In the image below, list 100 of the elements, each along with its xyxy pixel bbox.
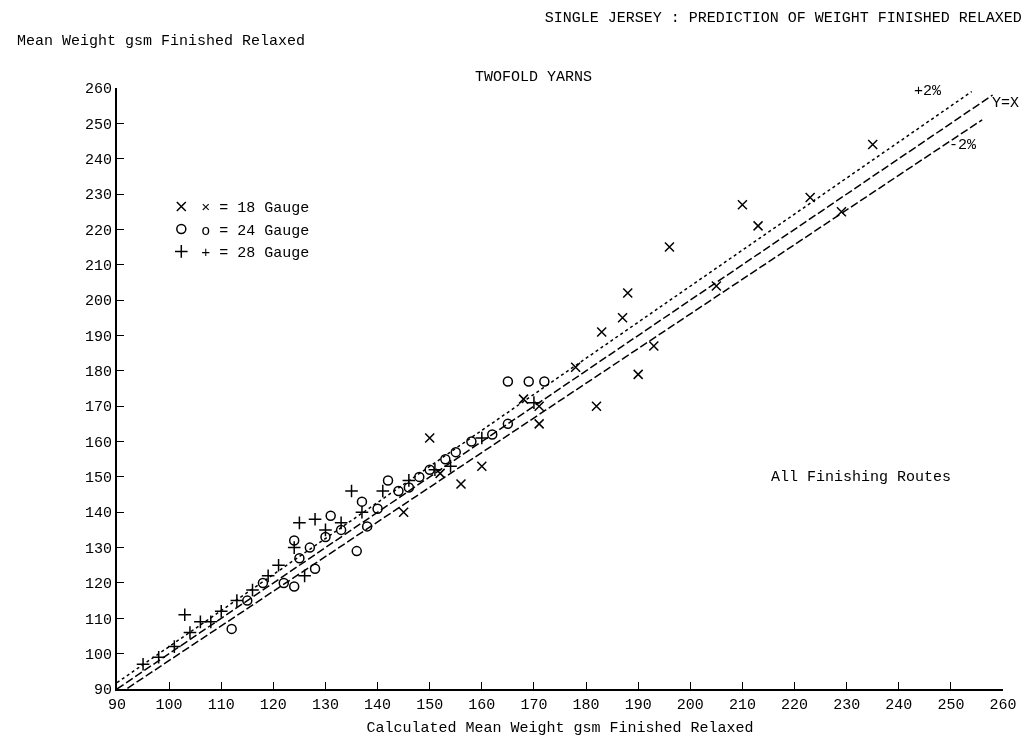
y-tick-label: 190: [84, 328, 112, 346]
x-tick-label: 160: [468, 697, 496, 714]
y-tick-label: 260: [84, 81, 112, 99]
point: [591, 400, 602, 412]
point: [288, 535, 300, 546]
point: [474, 430, 489, 446]
point: [382, 475, 394, 486]
point: [398, 506, 409, 518]
x-tick-label: 170: [520, 697, 548, 714]
point: [804, 192, 816, 203]
point: [466, 436, 477, 447]
x-tick-label: 210: [728, 697, 756, 714]
point: [287, 540, 302, 555]
point: [309, 563, 321, 575]
x-tick-label: 200: [676, 697, 704, 714]
point: [308, 512, 323, 527]
y-tick-label: 230: [84, 187, 112, 205]
x-tick-label: 110: [207, 697, 235, 714]
point: [278, 577, 290, 589]
y-tick-label: 170: [84, 399, 112, 417]
y-tick-label: 130: [84, 540, 112, 558]
annotation: All Finishing Routes: [771, 469, 952, 486]
y-tick-label: 90: [93, 682, 112, 700]
point: [271, 558, 286, 573]
point: [539, 376, 550, 387]
point: [502, 376, 514, 387]
point: [375, 483, 390, 499]
point: [440, 453, 451, 465]
point: [372, 503, 383, 514]
y-tick-label: 110: [84, 611, 112, 629]
x-tick-label: 90: [107, 697, 127, 714]
point: [476, 461, 488, 472]
annotation: +2%: [914, 83, 942, 100]
point: [632, 369, 644, 380]
point: [351, 545, 362, 557]
y-tick-label: 160: [84, 434, 112, 452]
point: [867, 139, 878, 150]
point: [570, 362, 581, 373]
point: [294, 552, 305, 564]
point: [455, 478, 467, 490]
point: [257, 577, 269, 589]
y-tick-label: 120: [84, 576, 112, 594]
text: TWOFOLD YARNS: [475, 69, 593, 86]
point: [297, 568, 312, 583]
point: [393, 485, 404, 497]
point: [737, 199, 748, 210]
point: [335, 524, 347, 536]
point: [229, 593, 244, 608]
x-tick-label: 180: [572, 697, 600, 714]
point: [487, 429, 498, 440]
x-tick-label: 190: [624, 697, 652, 714]
y-tick-label: 200: [84, 293, 112, 311]
point: [523, 376, 534, 387]
point: [711, 280, 722, 292]
point: [450, 446, 462, 458]
point: [361, 521, 373, 532]
point: [136, 657, 151, 672]
point: [502, 418, 514, 430]
point: [622, 287, 633, 299]
x-tick-label: 240: [885, 697, 913, 714]
point: [182, 625, 198, 640]
point: [325, 510, 336, 522]
point: [752, 220, 764, 232]
x-tick-label: 260: [989, 697, 1017, 714]
point: [401, 473, 416, 488]
chart-title: SINGLE JERSEY : PREDICTION OF WEIGHT FINISHED RELAXED: [544, 9, 1022, 27]
point: [533, 418, 545, 430]
x-tick-label: 100: [155, 697, 183, 714]
point: [288, 581, 300, 592]
point: [443, 459, 458, 474]
x-tick-label: 220: [781, 697, 809, 714]
point: [177, 607, 192, 622]
point: [414, 471, 425, 483]
point: [664, 241, 675, 253]
point: [304, 542, 316, 553]
point: [226, 623, 237, 635]
point: [403, 482, 415, 493]
point: [203, 614, 218, 629]
point: [193, 614, 208, 629]
y-tick-label: 220: [84, 222, 112, 240]
point: [424, 464, 435, 476]
x-tick-label: 140: [364, 697, 392, 714]
point: [245, 582, 260, 598]
point: [356, 496, 368, 507]
point: [320, 531, 331, 543]
y-tick-label: 180: [84, 364, 112, 382]
x-tick-label: 120: [259, 697, 287, 714]
point: [648, 340, 660, 352]
point: [617, 312, 628, 324]
point: [242, 595, 253, 606]
point: [261, 568, 276, 583]
legend-label: o = 24 Gauge: [201, 222, 310, 240]
y-tick-label: 250: [84, 116, 112, 134]
y-tick-label: 140: [84, 505, 112, 523]
point: [354, 505, 369, 520]
annotation: -2%: [949, 137, 977, 154]
point: [427, 462, 442, 477]
x-tick-label: 150: [416, 697, 444, 714]
x-tick-label: 250: [937, 697, 965, 714]
legend-label: × = 18 Gauge: [201, 200, 310, 218]
